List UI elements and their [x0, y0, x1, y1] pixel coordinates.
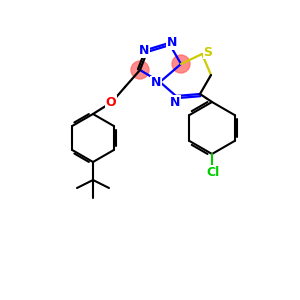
Text: N: N — [139, 44, 149, 58]
Circle shape — [172, 55, 190, 73]
Text: Cl: Cl — [206, 166, 220, 178]
Text: S: S — [203, 46, 212, 59]
Text: N: N — [170, 95, 180, 109]
Circle shape — [131, 61, 149, 79]
Text: O: O — [106, 95, 116, 109]
Text: N: N — [151, 76, 161, 89]
Text: N: N — [167, 37, 177, 50]
